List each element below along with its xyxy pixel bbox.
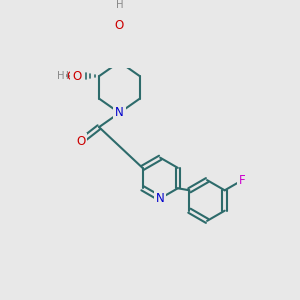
Text: H: H <box>61 71 69 81</box>
Text: N: N <box>115 106 124 119</box>
Text: H: H <box>116 0 123 10</box>
Text: O: O <box>72 70 81 83</box>
Polygon shape <box>114 25 124 62</box>
Text: O: O <box>76 135 85 148</box>
Text: H: H <box>57 71 64 81</box>
Text: O: O <box>66 70 76 83</box>
Text: O: O <box>115 19 124 32</box>
Text: F: F <box>239 174 246 187</box>
Text: N: N <box>156 192 165 205</box>
